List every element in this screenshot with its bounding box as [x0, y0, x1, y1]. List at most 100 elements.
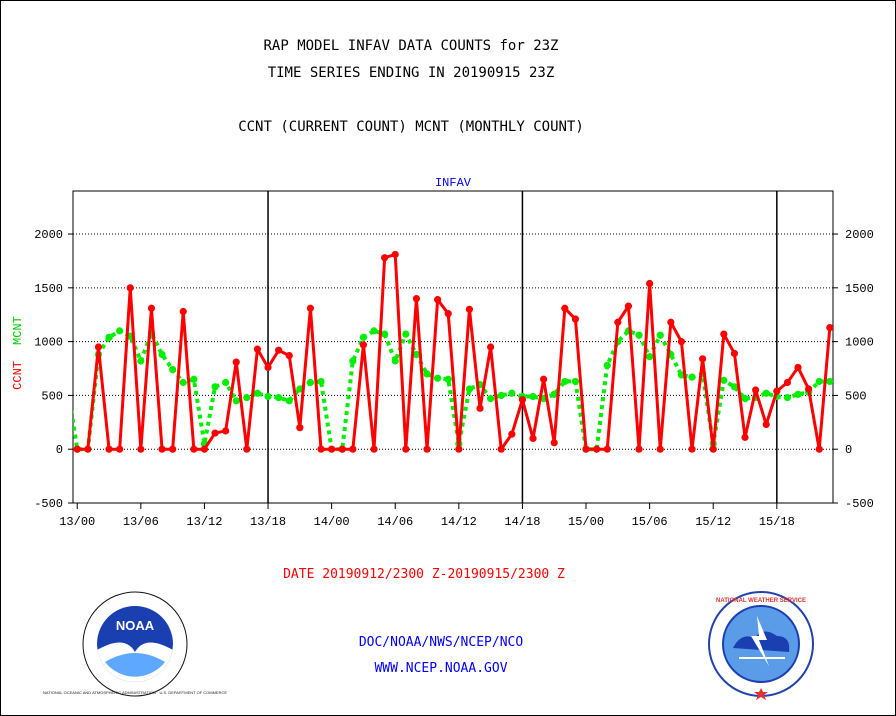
point-ccnt	[455, 445, 463, 453]
point-ccnt	[646, 279, 654, 288]
point-mcnt	[423, 370, 431, 378]
point-ccnt	[582, 445, 590, 453]
point-ccnt	[116, 445, 124, 453]
point-ccnt	[635, 445, 643, 453]
series-layer	[73, 250, 833, 453]
x-tick-label: 14/06	[377, 515, 413, 529]
point-ccnt	[222, 427, 230, 435]
point-ccnt	[699, 355, 707, 363]
point-mcnt	[211, 383, 219, 391]
point-ccnt	[349, 445, 357, 453]
point-mcnt	[688, 373, 696, 381]
point-mcnt	[529, 392, 537, 401]
x-tick-label: 14/12	[441, 515, 477, 529]
point-ccnt	[370, 445, 378, 453]
point-ccnt	[540, 375, 548, 383]
point-ccnt	[741, 433, 749, 441]
point-ccnt	[200, 445, 209, 453]
point-ccnt	[381, 254, 389, 262]
ylabel-mcnt: MCNT	[11, 316, 25, 345]
point-ccnt	[253, 345, 262, 353]
point-mcnt	[826, 377, 833, 386]
point-mcnt	[116, 327, 124, 335]
series-line-ccnt	[73, 252, 832, 451]
point-ccnt	[529, 434, 537, 443]
point-ccnt	[306, 304, 315, 312]
title-line-2: TIME SERIES ENDING IN 20190915 23Z	[267, 65, 555, 81]
point-ccnt	[137, 445, 145, 453]
point-ccnt	[232, 358, 240, 366]
point-ccnt	[264, 363, 272, 372]
point-ccnt	[412, 294, 421, 303]
point-ccnt	[752, 386, 760, 394]
series-ccnt	[73, 250, 833, 453]
point-mcnt	[306, 378, 315, 387]
point-mcnt	[434, 374, 442, 382]
point-ccnt	[614, 318, 622, 326]
point-mcnt	[444, 375, 452, 383]
point-ccnt	[84, 445, 92, 453]
point-ccnt	[487, 343, 495, 351]
y-tick-label-left: 1500	[34, 282, 63, 296]
agency-link[interactable]: DOC/NOAA/NWS/NCEP/NCO	[358, 635, 524, 650]
point-mcnt	[487, 395, 495, 403]
title-line-3: CCNT (CURRENT COUNT) MCNT (MONTHLY COUNT…	[238, 119, 584, 135]
ylabel-ccnt: CCNT	[11, 361, 25, 390]
nws-ring-text: NATIONAL WEATHER SERVICE	[716, 598, 806, 604]
point-ccnt	[667, 318, 675, 326]
noaa-ring-text: NATIONAL OCEANIC AND ATMOSPHERIC ADMINIS…	[43, 690, 227, 695]
point-mcnt	[741, 395, 749, 403]
point-ccnt	[762, 420, 770, 429]
website-link[interactable]: WWW.NCEP.NOAA.GOV	[374, 661, 508, 676]
point-ccnt	[773, 387, 781, 395]
point-ccnt	[169, 445, 177, 453]
point-ccnt	[285, 352, 293, 360]
point-ccnt	[391, 250, 399, 259]
point-mcnt	[264, 392, 272, 401]
point-mcnt	[571, 377, 580, 386]
point-ccnt	[94, 343, 103, 351]
y-tick-label-right: 2000	[845, 228, 874, 242]
chart-title: INFAV	[435, 176, 472, 190]
point-ccnt	[561, 304, 569, 312]
point-mcnt	[253, 389, 262, 397]
point-ccnt	[158, 445, 166, 453]
point-mcnt	[370, 327, 378, 335]
x-tick-label: 15/00	[568, 515, 604, 529]
point-ccnt	[720, 330, 728, 338]
point-ccnt	[147, 304, 156, 312]
point-ccnt	[423, 445, 431, 453]
date-range: DATE 20190912/2300 Z-20190915/2300 Z	[283, 567, 565, 582]
point-ccnt	[656, 445, 664, 453]
plot-frame	[72, 190, 834, 504]
point-mcnt	[222, 378, 230, 387]
x-tick-label: 14/00	[314, 515, 350, 529]
y-axis-title: CCNT MCNT	[11, 316, 25, 390]
point-ccnt	[434, 296, 442, 304]
point-mcnt	[561, 377, 569, 386]
y-tick-label-left: 1000	[34, 336, 63, 350]
point-mcnt	[783, 393, 792, 402]
point-ccnt	[179, 307, 187, 316]
point-mcnt	[635, 331, 643, 339]
point-mcnt	[275, 393, 283, 402]
point-ccnt	[805, 385, 813, 393]
point-mcnt	[190, 375, 198, 383]
y-tick-label-right: 0	[845, 443, 852, 457]
y-tick-label-left: 2000	[34, 228, 63, 242]
point-ccnt	[444, 310, 452, 318]
x-tick-label: 14/18	[504, 515, 540, 529]
point-ccnt	[815, 445, 823, 453]
point-ccnt	[296, 424, 304, 432]
point-ccnt	[497, 445, 505, 453]
point-ccnt	[826, 324, 833, 332]
y-axis-right: -500 0 500 1000 1500 2000	[833, 228, 874, 511]
point-ccnt	[550, 439, 558, 447]
point-ccnt	[518, 396, 527, 404]
point-ccnt	[402, 445, 410, 453]
point-ccnt	[688, 445, 696, 453]
title-line-1: RAP MODEL INFAV DATA COUNTS for 23Z	[263, 38, 559, 54]
point-ccnt	[338, 445, 346, 453]
point-mcnt	[359, 333, 368, 341]
